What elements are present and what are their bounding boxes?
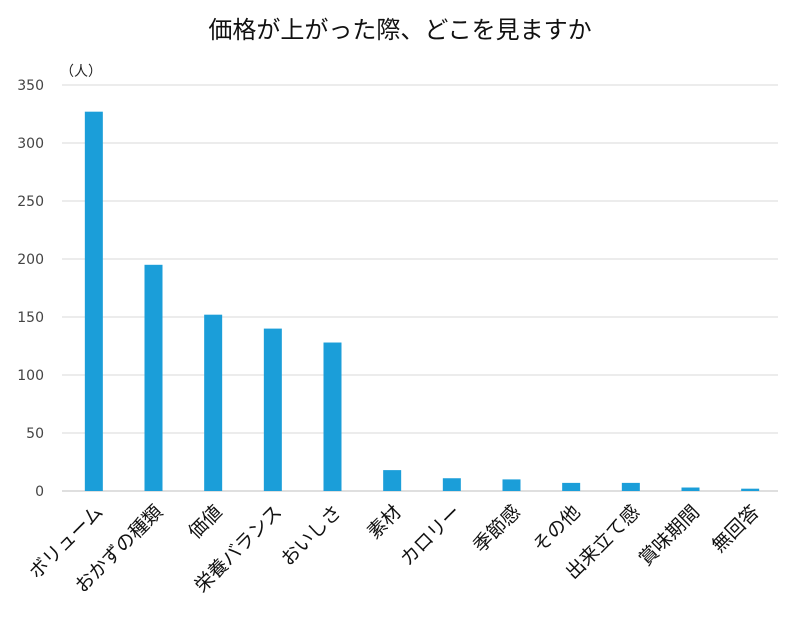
bar [144,264,163,491]
gridlines [62,84,778,492]
bar [383,470,402,491]
x-tick-label: 無回答 [708,501,764,557]
y-tick-label: 200 [17,252,44,268]
chart-title: 価格が上がった際、どこを見ますか [208,16,592,44]
y-tick-label: 50 [26,426,44,442]
x-tick-label: 素材 [363,501,405,543]
y-tick-label: 100 [17,368,44,384]
bar [502,479,521,491]
y-tick-label: 0 [35,484,44,500]
y-tick-label: 350 [17,78,44,94]
bar [84,111,103,492]
x-tick-label: 価値 [184,501,226,543]
bars [84,111,760,492]
x-tick-label: おいしさ [277,501,346,570]
bar [263,328,282,491]
bar [621,482,640,491]
bar [442,478,461,491]
y-unit-label: （人） [60,64,102,80]
y-tick-label: 150 [17,310,44,326]
y-tick-label: 250 [17,194,44,210]
bar [204,314,223,491]
x-tick-label: 季節感 [469,501,525,557]
bar [681,487,700,491]
x-tick-label: 賞味期間 [635,501,704,570]
bar [562,482,581,491]
x-tick-label: カロリー [396,501,465,570]
y-tick-label: 300 [17,136,44,152]
y-axis: 0 50 100 150 200 250 300 350 [17,78,44,500]
x-tick-label: その他 [529,501,585,557]
bar [323,342,342,491]
bar [741,488,760,491]
